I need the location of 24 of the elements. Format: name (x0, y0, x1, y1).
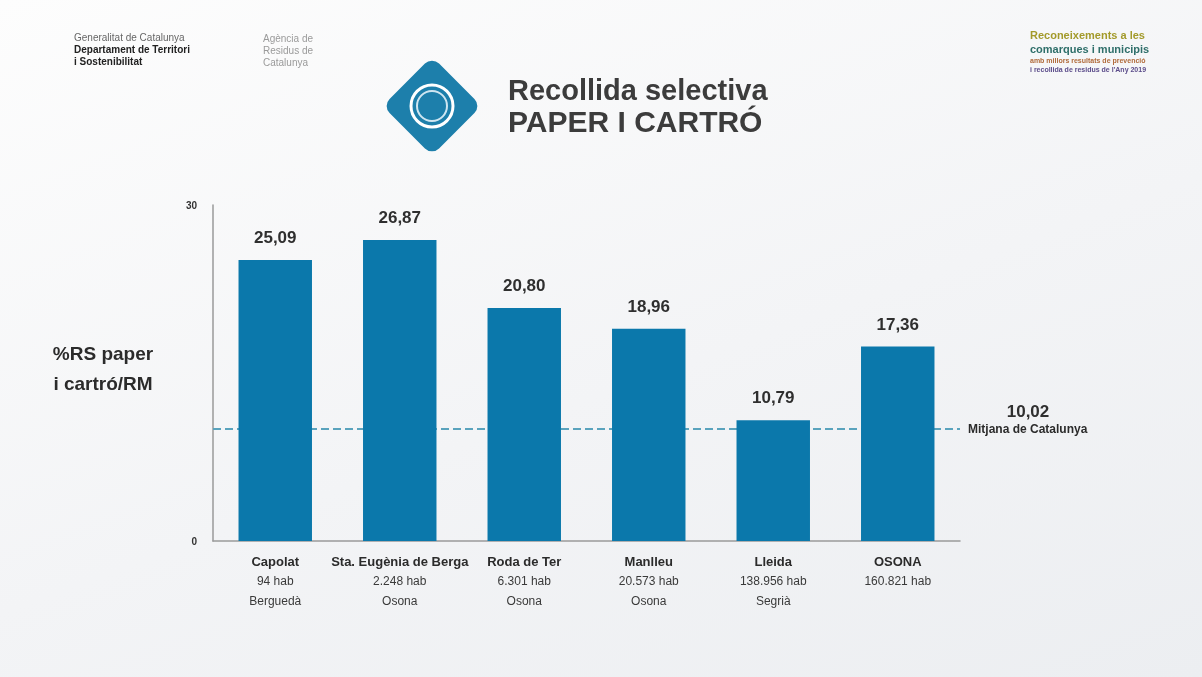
x-tick-label: OSONA 160.821 hab (864, 553, 932, 588)
text: Departament de Territori i Sostenibilitat (74, 43, 191, 67)
ref-line-label: Mitjana de Catalunya (968, 421, 1088, 436)
data-label: 10,79 (751, 388, 795, 408)
x-tick-label: Roda de Ter 6.301 hab Osona (487, 553, 562, 608)
y-tick-label: 30 (185, 199, 198, 211)
text: Agència de Residus de Catalunya (263, 32, 314, 68)
text: 10,02 (1006, 402, 1050, 421)
data-label: 20,80 (502, 276, 546, 296)
data-label: 25,09 (253, 227, 297, 247)
y-tick-label: 0 (191, 535, 198, 547)
text: comarques i municipis (1030, 42, 1150, 55)
text: Reconeixements a les (1030, 28, 1145, 41)
x-tick-label: Sta. Eugènia de Berga 2.248 hab Osona (331, 553, 470, 608)
data-label: 18,96 (627, 296, 671, 316)
x-tick-label: Capolat 94 hab Berguedà (249, 553, 302, 608)
x-tick-label: Lleida 138.956 hab Segrià (739, 553, 807, 608)
data-label: 17,36 (876, 314, 920, 334)
text: Generalitat de Catalunya (74, 31, 186, 43)
x-tick-label: Manlleu 20.573 hab Osona (618, 553, 680, 608)
data-label: 26,87 (378, 208, 422, 228)
chart-subtitle: PAPER I CARTRÓ (508, 104, 763, 138)
y-axis-title: %RS paper i cartró/RM (52, 342, 154, 394)
chart-title: Recollida selectiva (508, 73, 769, 106)
